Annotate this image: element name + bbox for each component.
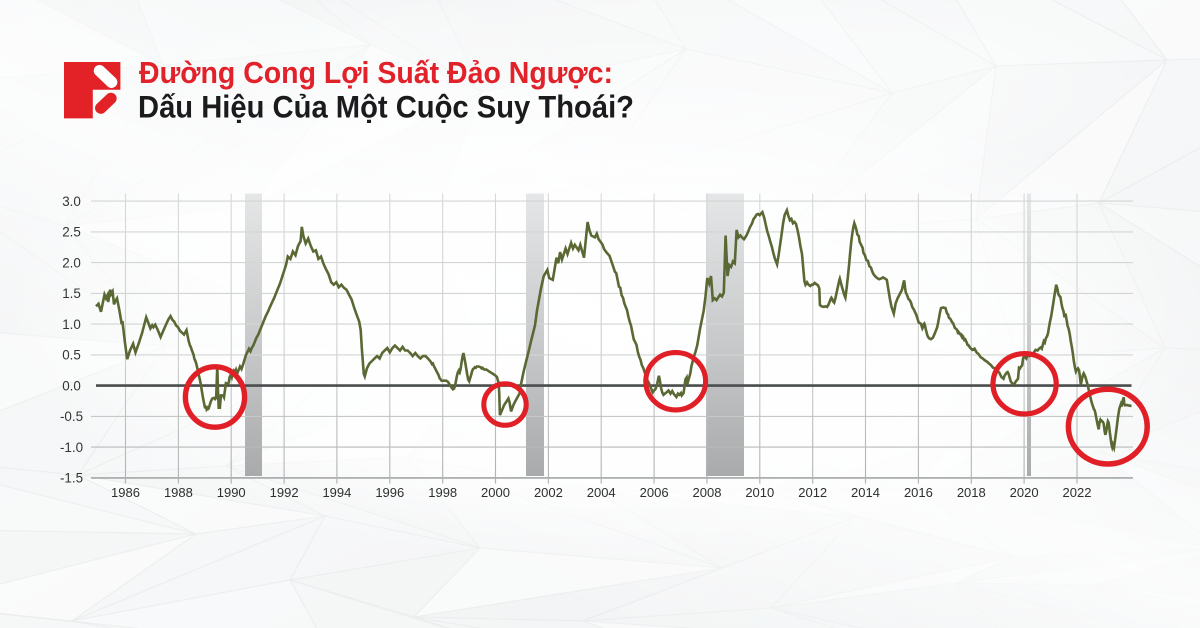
svg-text:Đường Cong Lợi Suất Đảo Ngược:: Đường Cong Lợi Suất Đảo Ngược:	[139, 56, 613, 90]
svg-text:2.5: 2.5	[62, 225, 81, 240]
svg-text:2014: 2014	[851, 485, 880, 500]
svg-text:2010: 2010	[745, 485, 774, 500]
svg-text:1996: 1996	[375, 485, 404, 500]
svg-text:1994: 1994	[322, 485, 351, 500]
svg-text:2022: 2022	[1063, 485, 1092, 500]
svg-text:Dấu Hiệu Của Một Cuộc Suy Thoá: Dấu Hiệu Của Một Cuộc Suy Thoái?	[138, 89, 634, 124]
svg-text:2020: 2020	[1010, 485, 1039, 500]
svg-text:1988: 1988	[164, 485, 193, 500]
svg-text:2016: 2016	[904, 485, 933, 500]
svg-text:2002: 2002	[534, 485, 563, 500]
svg-text:2000: 2000	[481, 485, 510, 500]
svg-text:1990: 1990	[217, 485, 246, 500]
svg-text:0.0: 0.0	[62, 378, 81, 393]
svg-text:1986: 1986	[111, 485, 140, 500]
svg-text:1.0: 1.0	[62, 317, 81, 332]
svg-text:-1.5: -1.5	[60, 471, 83, 486]
svg-text:2004: 2004	[587, 485, 616, 500]
svg-text:2018: 2018	[957, 485, 986, 500]
svg-text:2.0: 2.0	[62, 255, 81, 270]
svg-text:-0.5: -0.5	[60, 409, 83, 424]
svg-text:1998: 1998	[428, 485, 457, 500]
svg-text:1992: 1992	[270, 485, 299, 500]
svg-text:3.0: 3.0	[62, 194, 81, 209]
svg-text:1.5: 1.5	[62, 286, 81, 301]
svg-text:2006: 2006	[640, 485, 669, 500]
svg-text:0.5: 0.5	[62, 348, 81, 363]
svg-text:2012: 2012	[798, 485, 827, 500]
svg-text:-1.0: -1.0	[60, 440, 83, 455]
svg-text:2008: 2008	[693, 485, 722, 500]
